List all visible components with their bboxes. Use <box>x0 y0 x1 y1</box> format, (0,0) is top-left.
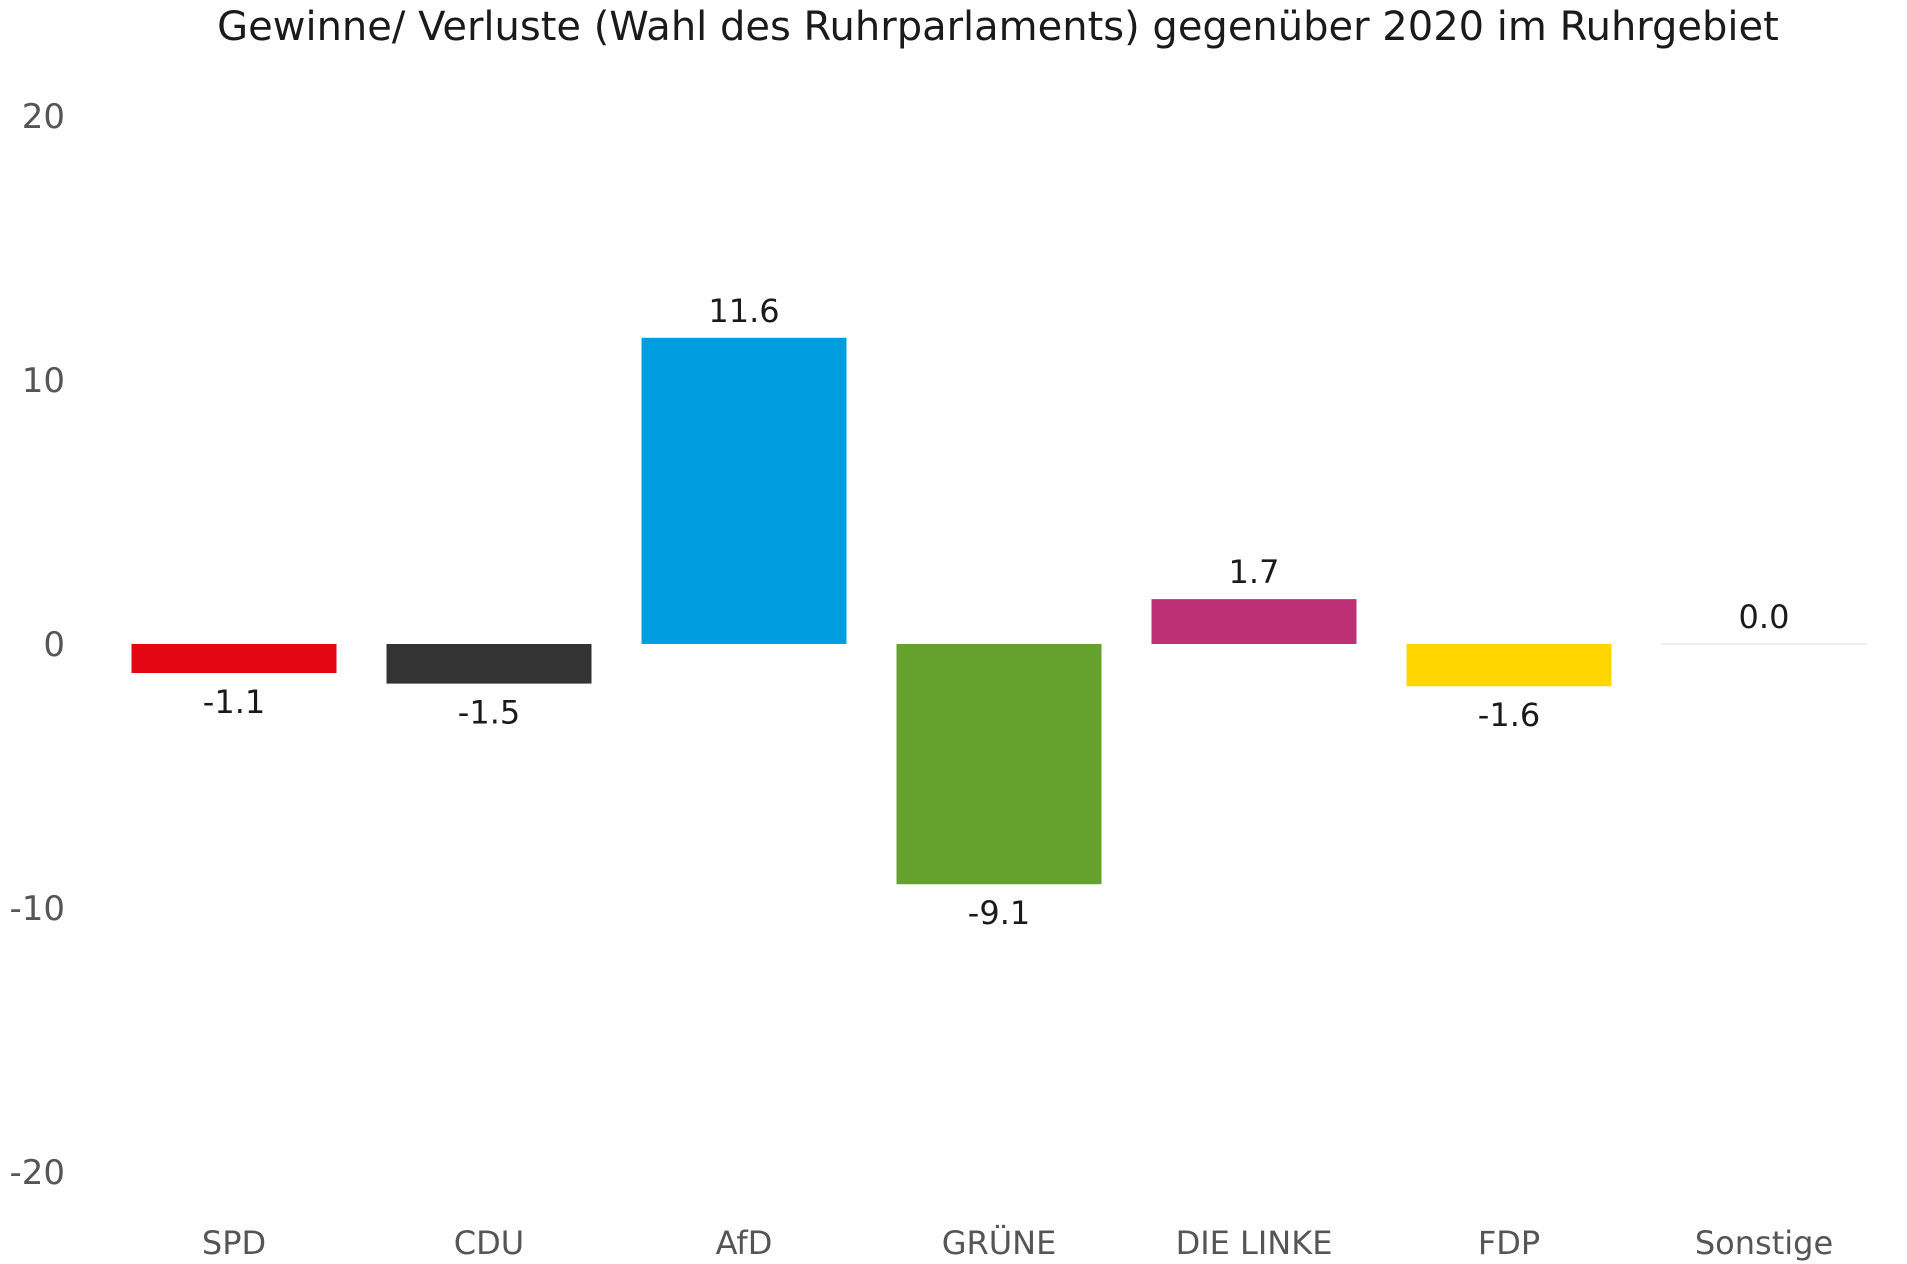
x-axis: SPD CDU AfD GRÜNE DIE LINKE FDP Sonstige <box>202 1224 1833 1262</box>
category-label: GRÜNE <box>942 1224 1057 1262</box>
y-tick-label: -20 <box>9 1153 65 1193</box>
data-label: 1.7 <box>1229 553 1280 591</box>
data-label: 0.0 <box>1739 598 1790 636</box>
y-tick-label: 20 <box>22 97 65 137</box>
category-label: CDU <box>454 1224 524 1262</box>
bar-fdp <box>1406 644 1612 687</box>
y-tick-label: 10 <box>22 361 65 401</box>
category-label: SPD <box>202 1224 266 1262</box>
bar-cdu <box>386 644 592 684</box>
bar-die-linke <box>1151 599 1357 644</box>
category-label: AfD <box>716 1224 773 1262</box>
bars <box>131 337 1867 885</box>
category-label: Sonstige <box>1695 1224 1833 1262</box>
y-tick-label: -10 <box>9 889 65 929</box>
category-label: DIE LINKE <box>1176 1224 1333 1262</box>
category-label: FDP <box>1478 1224 1540 1262</box>
data-label: -1.6 <box>1478 696 1540 734</box>
y-axis: 20 10 0 -10 -20 <box>9 97 65 1193</box>
data-label: -1.5 <box>458 694 520 732</box>
data-labels: -1.1 -1.5 11.6 -9.1 1.7 -1.6 0.0 <box>203 292 1790 932</box>
bar-afd <box>641 337 847 644</box>
y-tick-label: 0 <box>43 625 65 665</box>
bar-gr-ne <box>896 644 1102 885</box>
bar-spd <box>131 644 337 674</box>
chart-title: Gewinne/ Verluste (Wahl des Ruhrparlamen… <box>217 4 1779 50</box>
data-label: -9.1 <box>968 894 1030 932</box>
data-label: -1.1 <box>203 683 265 721</box>
data-label: 11.6 <box>708 292 779 330</box>
bar-sonstige <box>1661 643 1867 645</box>
